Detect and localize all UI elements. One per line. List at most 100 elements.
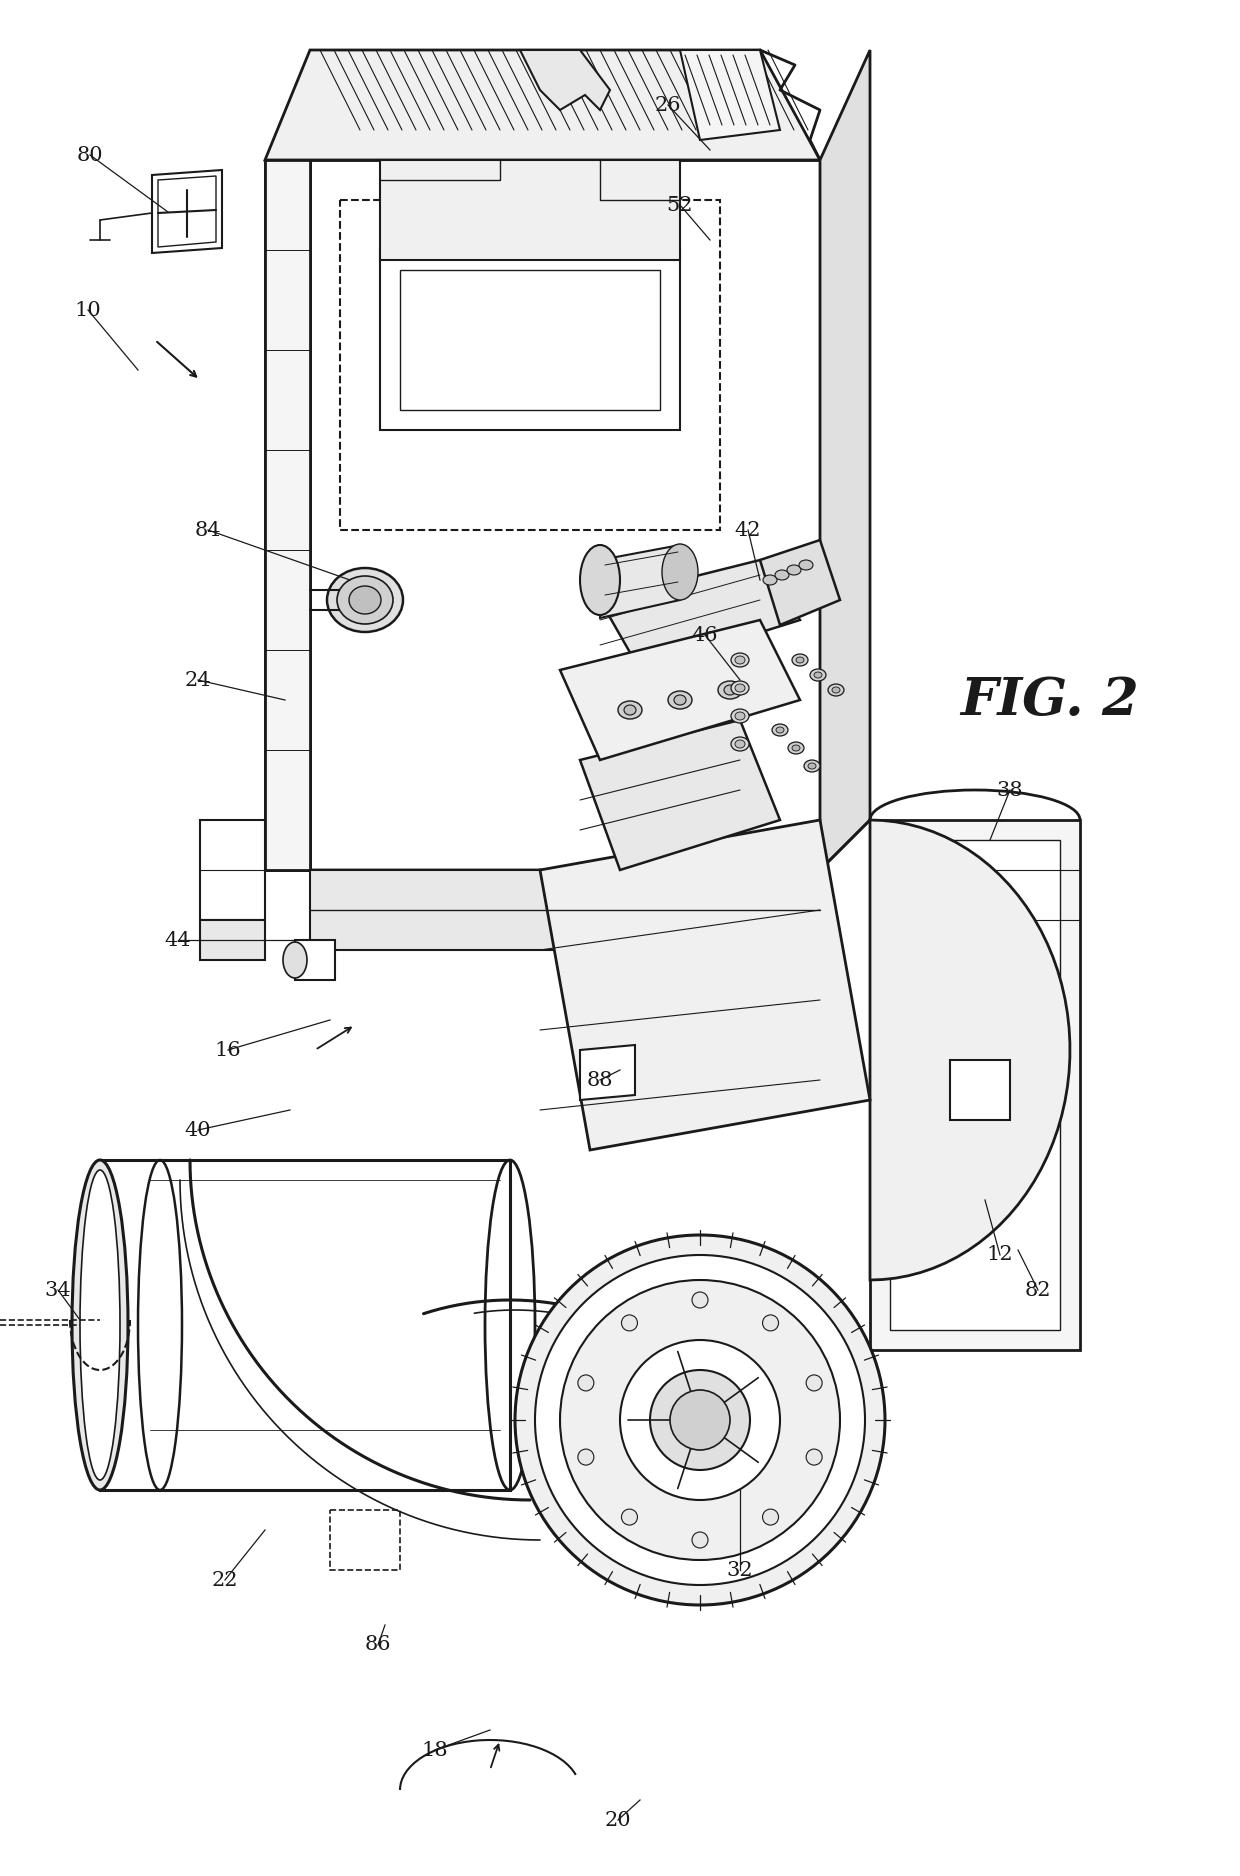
Ellipse shape (621, 1315, 637, 1330)
Ellipse shape (763, 1508, 779, 1525)
Text: 86: 86 (365, 1636, 392, 1655)
Ellipse shape (81, 1171, 120, 1480)
Polygon shape (520, 51, 610, 111)
Polygon shape (560, 619, 800, 760)
Ellipse shape (578, 1375, 594, 1390)
Ellipse shape (580, 546, 620, 615)
Polygon shape (265, 51, 820, 159)
Polygon shape (401, 270, 660, 411)
Polygon shape (379, 159, 680, 261)
Ellipse shape (773, 724, 787, 735)
Ellipse shape (718, 681, 742, 700)
Ellipse shape (732, 653, 749, 668)
Ellipse shape (806, 1448, 822, 1465)
Text: 34: 34 (45, 1281, 72, 1300)
Ellipse shape (534, 1255, 866, 1585)
Ellipse shape (763, 576, 777, 585)
Ellipse shape (813, 672, 822, 677)
Ellipse shape (735, 713, 745, 720)
Ellipse shape (283, 942, 308, 977)
Ellipse shape (735, 739, 745, 749)
Polygon shape (820, 51, 870, 870)
Text: 42: 42 (735, 520, 761, 540)
Ellipse shape (732, 709, 749, 722)
Text: 40: 40 (185, 1120, 211, 1139)
Ellipse shape (675, 694, 686, 705)
Polygon shape (539, 820, 870, 1150)
Polygon shape (600, 561, 800, 670)
Polygon shape (760, 540, 839, 625)
Ellipse shape (810, 670, 826, 681)
Ellipse shape (578, 1448, 594, 1465)
Ellipse shape (775, 570, 789, 580)
Text: 16: 16 (215, 1041, 242, 1060)
Ellipse shape (662, 544, 698, 600)
Ellipse shape (776, 728, 784, 734)
Text: 22: 22 (212, 1570, 238, 1589)
Ellipse shape (692, 1533, 708, 1548)
Polygon shape (680, 51, 780, 141)
Polygon shape (200, 820, 265, 919)
Text: 84: 84 (195, 520, 221, 540)
Ellipse shape (618, 702, 642, 719)
Polygon shape (153, 171, 222, 253)
Ellipse shape (348, 585, 381, 613)
Text: 20: 20 (605, 1810, 631, 1829)
Text: 44: 44 (165, 930, 191, 949)
Ellipse shape (792, 655, 808, 666)
Polygon shape (890, 840, 1060, 1330)
Ellipse shape (787, 565, 801, 576)
Text: 82: 82 (1024, 1281, 1052, 1300)
Ellipse shape (724, 685, 737, 694)
Ellipse shape (732, 737, 749, 750)
Ellipse shape (620, 1339, 780, 1501)
Text: 52: 52 (667, 195, 693, 214)
Ellipse shape (787, 743, 804, 754)
Text: 88: 88 (587, 1071, 614, 1090)
Polygon shape (379, 250, 680, 430)
Polygon shape (200, 919, 265, 961)
Ellipse shape (692, 1293, 708, 1308)
Ellipse shape (650, 1369, 750, 1471)
Ellipse shape (735, 685, 745, 692)
Ellipse shape (732, 681, 749, 694)
Ellipse shape (327, 568, 403, 632)
Ellipse shape (72, 1159, 128, 1490)
Polygon shape (100, 1159, 510, 1490)
Ellipse shape (796, 657, 804, 662)
Polygon shape (580, 1045, 635, 1099)
Text: 80: 80 (77, 146, 103, 165)
Polygon shape (295, 940, 335, 979)
Text: 24: 24 (185, 670, 211, 690)
Polygon shape (310, 870, 820, 949)
Text: 18: 18 (422, 1741, 449, 1760)
Ellipse shape (804, 760, 820, 773)
Ellipse shape (621, 1508, 637, 1525)
Ellipse shape (624, 705, 636, 715)
Ellipse shape (735, 657, 745, 664)
Ellipse shape (792, 745, 800, 750)
Polygon shape (600, 546, 680, 617)
Ellipse shape (560, 1279, 839, 1561)
Ellipse shape (806, 1375, 822, 1390)
Polygon shape (265, 159, 310, 870)
Ellipse shape (832, 687, 839, 692)
Ellipse shape (670, 1390, 730, 1450)
Polygon shape (870, 820, 1080, 1351)
Ellipse shape (515, 1234, 885, 1606)
Polygon shape (265, 159, 310, 870)
Polygon shape (870, 820, 1070, 1279)
Text: 32: 32 (727, 1561, 754, 1580)
Text: 12: 12 (987, 1246, 1013, 1264)
Text: 38: 38 (997, 780, 1023, 799)
Ellipse shape (337, 576, 393, 625)
Polygon shape (950, 1060, 1011, 1120)
Text: FIG. 2: FIG. 2 (961, 675, 1140, 726)
Text: 26: 26 (655, 96, 681, 114)
Text: 10: 10 (74, 300, 102, 319)
Polygon shape (310, 159, 820, 870)
Ellipse shape (828, 685, 844, 696)
Ellipse shape (668, 690, 692, 709)
Ellipse shape (763, 1315, 779, 1330)
Ellipse shape (799, 561, 813, 570)
